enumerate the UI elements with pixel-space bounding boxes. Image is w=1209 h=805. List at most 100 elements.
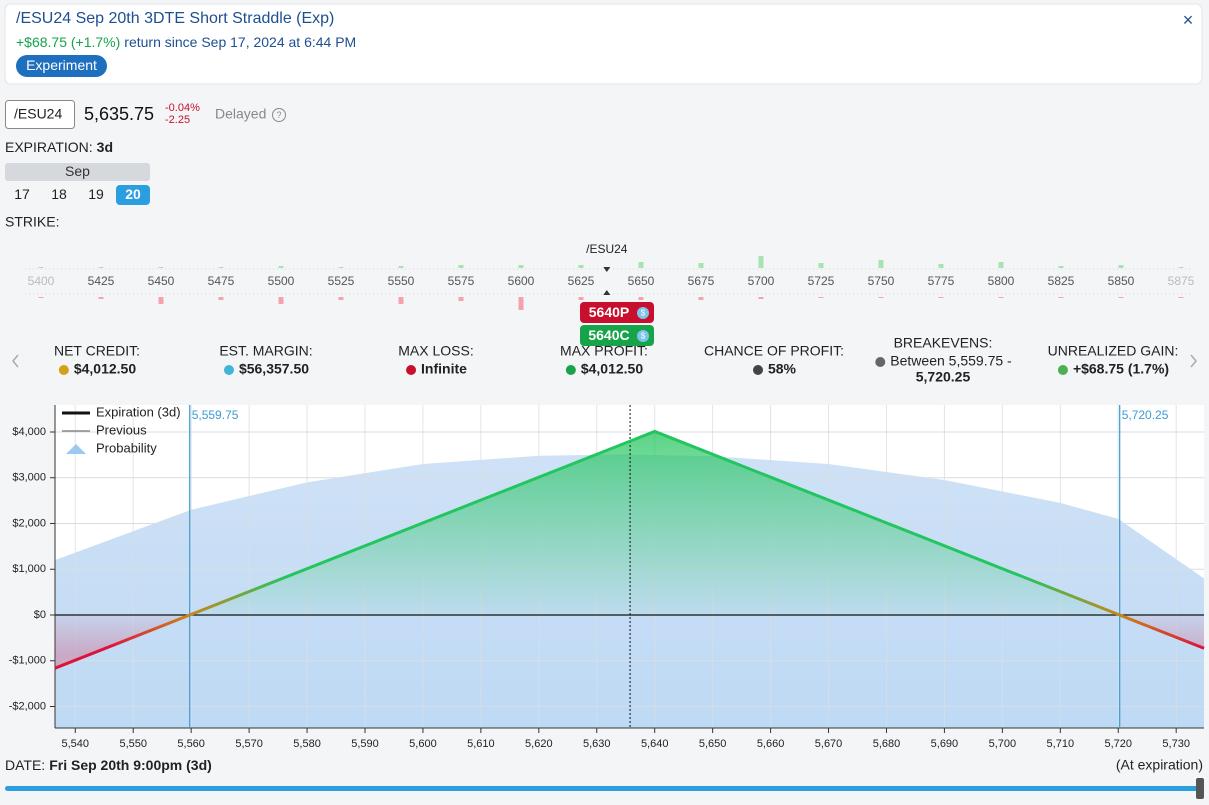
put-oi-bar <box>818 297 824 298</box>
next-chevron[interactable] <box>1190 354 1197 368</box>
day[interactable]: 17 <box>14 186 30 202</box>
return-value: +$68.75 (+1.7%) <box>16 34 120 50</box>
stat-value: 5,720.25 <box>916 369 971 385</box>
day[interactable]: 19 <box>88 186 104 202</box>
strike-label: 5600 <box>508 274 535 288</box>
y-tick-label: $1,000 <box>12 563 46 575</box>
stat-icon <box>406 365 417 375</box>
x-tick-label: 5,700 <box>989 738 1017 750</box>
x-tick-label: 5,630 <box>583 738 611 750</box>
call-oi-bar <box>638 262 644 268</box>
put-oi-bar <box>38 297 44 298</box>
call-oi-bar <box>158 267 164 268</box>
expiration-line: EXPIRATION: 3d <box>5 139 113 155</box>
put-oi-bar <box>1118 297 1124 298</box>
stat-value: Between 5,559.75 - <box>890 353 1012 369</box>
y-tick-label: $0 <box>34 609 46 621</box>
x-tick-label: 5,710 <box>1047 738 1075 750</box>
day[interactable]: 20 <box>125 186 141 202</box>
call-oi-bar <box>878 260 884 268</box>
put-oi-bar <box>1178 297 1184 298</box>
strike-label: 5700 <box>748 274 775 288</box>
call-oi-bar <box>1118 265 1124 268</box>
call-oi-bar <box>998 262 1004 268</box>
stat-value: $56,357.50 <box>239 361 309 377</box>
put-oi-bar <box>878 297 884 298</box>
date-slider-track[interactable] <box>5 786 1198 791</box>
y-tick-label: -$1,000 <box>9 655 46 667</box>
call-oi-bar <box>518 265 524 268</box>
prev-chevron[interactable] <box>12 354 19 368</box>
legend-swatch <box>66 444 86 454</box>
breakeven-label: 5,720.25 <box>1122 408 1169 422</box>
leg-icon <box>637 330 649 342</box>
leg-icon-text: $ <box>641 332 646 341</box>
strike-ladder: 5400 5425 5450 5475 5500 5525 5550 5575 5600 5625… <box>25 242 1195 310</box>
strike-label: 5550 <box>388 274 415 288</box>
strike-label: 5400 <box>28 274 55 288</box>
stat-icon <box>223 365 234 375</box>
symbol-input[interactable] <box>5 100 75 129</box>
stat-icon <box>875 357 886 367</box>
leg-label: 5640C <box>588 327 629 343</box>
legend-label: Expiration (3d) <box>96 404 181 419</box>
put-oi-bar <box>218 297 224 300</box>
strike-label: 5750 <box>868 274 895 288</box>
symbol: /ESU24 <box>14 106 62 122</box>
strike-label: 5500 <box>268 274 295 288</box>
put-oi-bar <box>998 297 1004 298</box>
x-tick-label: 5,650 <box>699 738 727 750</box>
strike-label: 5850 <box>1108 274 1135 288</box>
header-card <box>4 3 1203 85</box>
put-oi-bar <box>1058 297 1064 298</box>
x-tick-label: 5,540 <box>62 738 90 750</box>
legend-label: Previous <box>96 422 147 437</box>
help-icon[interactable] <box>272 108 286 122</box>
x-tick-label: 5,730 <box>1162 738 1190 750</box>
x-tick-label: 5,560 <box>177 738 205 750</box>
x-tick-label: 5,600 <box>409 738 437 750</box>
strike-label: 5450 <box>148 274 175 288</box>
y-tick-label: $3,000 <box>12 472 46 484</box>
leg-pill[interactable] <box>580 302 654 323</box>
leg-icon-text: $ <box>641 309 646 318</box>
call-oi-bar <box>458 265 464 268</box>
selected-day <box>116 185 150 205</box>
date-slider-handle[interactable] <box>1196 778 1204 799</box>
expiration-line <box>54 429 1205 670</box>
legend-label: Probability <box>96 440 157 455</box>
badge-text: Experiment <box>26 57 97 73</box>
strike-label: 5525 <box>328 274 355 288</box>
call-oi-bar <box>98 267 104 268</box>
day[interactable]: 18 <box>51 186 67 202</box>
x-tick-label: 5,680 <box>873 738 901 750</box>
close-button[interactable]: × <box>1183 10 1194 30</box>
stat-value: $4,012.50 <box>581 361 643 377</box>
x-tick-label: 5,620 <box>525 738 553 750</box>
leg-pill[interactable] <box>580 325 654 346</box>
call-oi-bar <box>278 266 284 268</box>
put-oi-bar <box>638 297 644 300</box>
price: 5,635.75 <box>84 104 154 124</box>
date-line: DATE: Fri Sep 20th 9:00pm (3d) <box>5 757 212 773</box>
strike-label: 5875 <box>1168 274 1195 288</box>
call-oi-bar <box>698 263 704 268</box>
put-oi-bar <box>158 297 164 304</box>
change-pct: -0.04% <box>165 102 200 114</box>
call-oi-bar <box>1178 267 1184 268</box>
date-label: DATE: <box>5 757 45 773</box>
put-oi-bar <box>698 297 704 300</box>
badge <box>16 55 107 77</box>
x-tick-label: 5,640 <box>641 738 669 750</box>
put-oi-bar <box>578 297 584 300</box>
profit-area <box>55 431 1204 669</box>
stat-label: MAX PROFIT: <box>560 343 648 359</box>
x-tick-label: 5,670 <box>815 738 843 750</box>
stat-label: UNREALIZED GAIN: <box>1048 343 1179 359</box>
strike-label: 5775 <box>928 274 955 288</box>
x-tick-label: 5,690 <box>931 738 959 750</box>
call-oi-bar <box>758 256 764 268</box>
strike-label: 5575 <box>448 274 475 288</box>
call-oi-bar <box>38 267 44 268</box>
